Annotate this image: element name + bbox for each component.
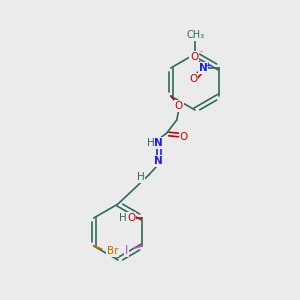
Text: O: O xyxy=(189,74,197,84)
Text: N: N xyxy=(154,138,163,148)
Text: I: I xyxy=(124,244,128,256)
Text: Br: Br xyxy=(107,246,118,256)
Text: ⁻: ⁻ xyxy=(198,49,202,58)
Text: O: O xyxy=(180,132,188,142)
Text: O: O xyxy=(175,101,183,111)
Text: O: O xyxy=(127,213,135,223)
Text: H: H xyxy=(147,138,154,148)
Text: H: H xyxy=(137,172,145,182)
Text: +: + xyxy=(204,61,210,70)
Text: H: H xyxy=(119,213,127,223)
Text: N: N xyxy=(154,156,163,166)
Text: N: N xyxy=(199,63,208,73)
Text: O: O xyxy=(190,52,198,62)
Text: CH₃: CH₃ xyxy=(187,30,205,40)
